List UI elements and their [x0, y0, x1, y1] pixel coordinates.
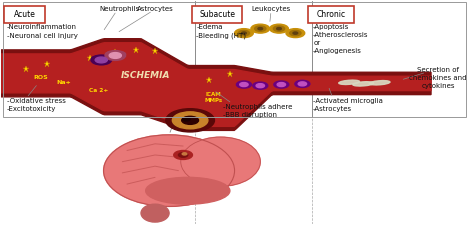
Circle shape: [166, 109, 214, 132]
Text: -Edema
-Bleeding (HT): -Edema -Bleeding (HT): [196, 24, 246, 39]
Text: Chronic: Chronic: [316, 10, 346, 19]
Circle shape: [258, 27, 263, 30]
Circle shape: [238, 30, 249, 36]
Circle shape: [95, 57, 107, 63]
Circle shape: [286, 29, 305, 38]
Text: Leukocytes: Leukocytes: [251, 6, 291, 11]
Circle shape: [105, 51, 126, 60]
Ellipse shape: [104, 135, 235, 206]
Text: -Oxidative stress
-Excitotoxicity: -Oxidative stress -Excitotoxicity: [7, 98, 66, 112]
Text: ROS: ROS: [33, 75, 48, 80]
Circle shape: [270, 24, 288, 33]
Circle shape: [274, 81, 289, 88]
Text: Neutrophils: Neutrophils: [100, 6, 140, 11]
Circle shape: [277, 83, 285, 87]
Circle shape: [256, 84, 264, 88]
Circle shape: [295, 80, 310, 88]
Circle shape: [109, 53, 121, 58]
Ellipse shape: [369, 81, 390, 85]
Text: -Activated microglia
-Astrocytes: -Activated microglia -Astrocytes: [313, 98, 383, 112]
Text: Ca 2+: Ca 2+: [89, 88, 109, 93]
Circle shape: [255, 26, 266, 31]
Circle shape: [235, 29, 253, 38]
Ellipse shape: [146, 177, 230, 204]
Circle shape: [91, 55, 111, 65]
Text: -Neuroinflammation
-Neuronal cell injury: -Neuroinflammation -Neuronal cell injury: [7, 24, 78, 39]
Circle shape: [251, 24, 270, 33]
Ellipse shape: [353, 82, 374, 86]
Polygon shape: [0, 39, 431, 130]
Ellipse shape: [181, 137, 260, 186]
Text: -Apoptosis
-Atherosclerosis
or
-Angiogenesis: -Apoptosis -Atherosclerosis or -Angiogen…: [313, 24, 369, 54]
Circle shape: [173, 112, 208, 129]
Circle shape: [242, 32, 246, 34]
Circle shape: [174, 151, 192, 160]
Circle shape: [106, 52, 114, 56]
Text: -Neutrophils adhere
-BBB disruption: -Neutrophils adhere -BBB disruption: [223, 104, 292, 118]
Circle shape: [240, 83, 248, 87]
Ellipse shape: [339, 80, 360, 84]
Polygon shape: [0, 43, 431, 126]
Circle shape: [91, 57, 100, 61]
Circle shape: [253, 82, 268, 89]
Text: Secretion of
chemokines and
cytokines: Secretion of chemokines and cytokines: [409, 67, 467, 89]
Circle shape: [178, 153, 188, 157]
Text: Na+: Na+: [56, 80, 71, 85]
Text: Astrocytes: Astrocytes: [137, 6, 173, 11]
Circle shape: [182, 153, 187, 155]
Text: MMPs: MMPs: [204, 98, 223, 103]
Text: ICAM: ICAM: [206, 92, 221, 97]
Circle shape: [182, 116, 199, 124]
Circle shape: [273, 26, 284, 31]
Circle shape: [298, 82, 307, 86]
Circle shape: [290, 30, 301, 36]
Circle shape: [182, 117, 190, 121]
Text: Subacute: Subacute: [199, 10, 235, 19]
Text: Acute: Acute: [14, 10, 36, 19]
Circle shape: [277, 27, 282, 30]
FancyBboxPatch shape: [192, 6, 242, 23]
Circle shape: [293, 32, 298, 34]
FancyBboxPatch shape: [4, 6, 45, 23]
Circle shape: [102, 56, 111, 61]
Circle shape: [116, 52, 126, 56]
Ellipse shape: [141, 204, 169, 222]
FancyBboxPatch shape: [308, 6, 354, 23]
Circle shape: [237, 81, 251, 88]
Text: ISCHEMIA: ISCHEMIA: [121, 71, 171, 80]
